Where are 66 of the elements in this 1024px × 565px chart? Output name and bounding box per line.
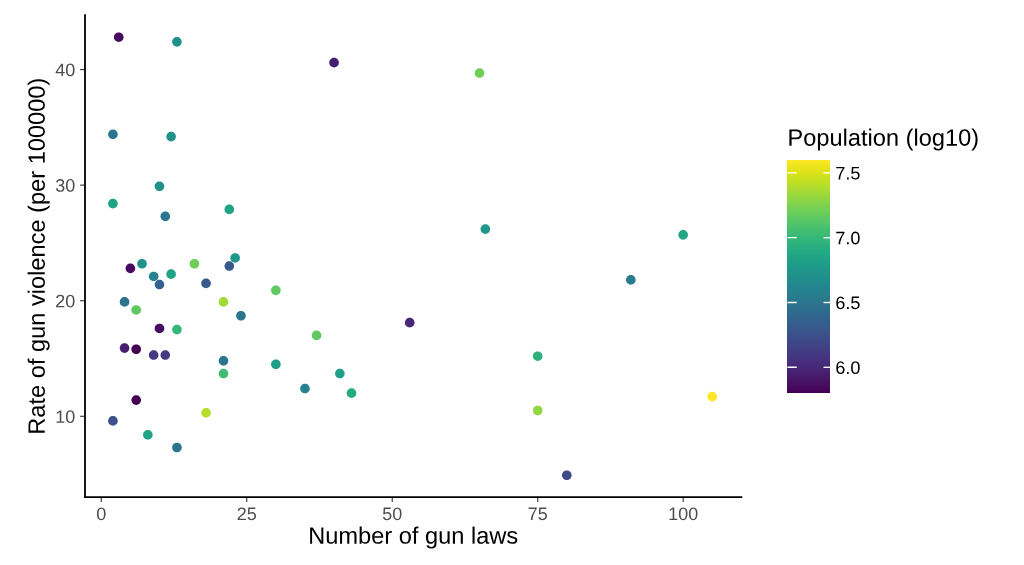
- y-tick-label: 40: [55, 63, 75, 77]
- color-bar-label: 6.5: [836, 296, 860, 310]
- color-bar-label: 7.5: [836, 166, 860, 180]
- x-tick-label: 25: [237, 507, 257, 521]
- point: [113, 32, 124, 43]
- point: [218, 356, 229, 366]
- point: [172, 37, 182, 47]
- point: [271, 285, 281, 296]
- point: [236, 310, 246, 321]
- point: [137, 258, 147, 269]
- x-tick-label: 0: [96, 507, 106, 521]
- point: [218, 297, 229, 307]
- point: [224, 204, 235, 215]
- x-tick-label: 50: [382, 507, 402, 521]
- point: [532, 351, 543, 362]
- point: [108, 129, 118, 140]
- point: [131, 395, 142, 405]
- point: [119, 343, 130, 353]
- point: [172, 442, 182, 453]
- point: [626, 275, 636, 285]
- point: [108, 198, 118, 209]
- point: [189, 258, 200, 269]
- color-bar-label: 7.0: [836, 231, 860, 245]
- point: [300, 383, 310, 394]
- point: [311, 330, 322, 341]
- point: [346, 388, 357, 398]
- color-bar-title: Population (log10): [789, 128, 978, 151]
- point: [108, 416, 118, 426]
- point: [271, 359, 281, 370]
- point: [224, 261, 235, 271]
- point: [119, 297, 130, 307]
- point: [707, 391, 718, 402]
- y-tick-label: 10: [56, 410, 75, 424]
- y-tick-label: 30: [55, 179, 75, 192]
- point: [172, 324, 182, 335]
- point: [143, 429, 153, 440]
- color-bar-label: 6.0: [836, 361, 860, 375]
- point: [201, 278, 211, 289]
- point: [166, 131, 176, 142]
- point: [404, 317, 415, 328]
- point: [154, 323, 165, 334]
- y-axis-title: Rate of gun violence (per 100000): [27, 79, 50, 433]
- point: [160, 350, 171, 360]
- point: [125, 263, 136, 274]
- point: [148, 350, 159, 360]
- x-tick-label: 75: [528, 507, 547, 521]
- point: [335, 368, 345, 379]
- point: [561, 470, 572, 481]
- point: [201, 408, 211, 418]
- point: [218, 368, 229, 379]
- point: [131, 344, 142, 355]
- point: [148, 271, 159, 282]
- y-tick-label: 20: [56, 294, 75, 308]
- point: [678, 230, 688, 240]
- point: [154, 279, 165, 290]
- point: [230, 253, 240, 263]
- point: [329, 57, 339, 68]
- point: [154, 181, 165, 192]
- x-tick-label: 100: [669, 507, 698, 521]
- point: [160, 211, 171, 222]
- point: [131, 305, 142, 315]
- point: [532, 405, 543, 416]
- x-axis-title: Number of gun laws: [310, 526, 518, 549]
- point: [474, 68, 485, 78]
- point: [480, 224, 491, 234]
- point: [166, 269, 176, 279]
